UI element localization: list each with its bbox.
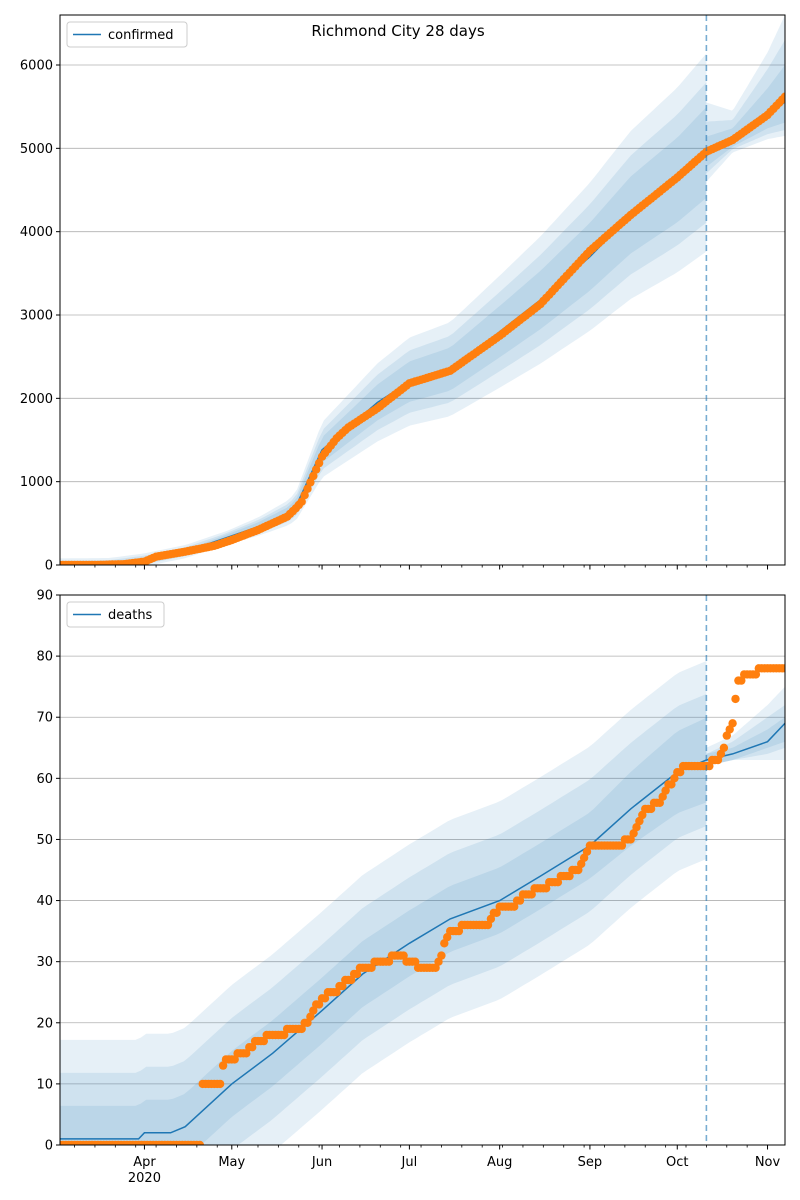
axes-frame	[59, 14, 786, 566]
figure-title: Richmond City 28 days	[311, 22, 485, 40]
y-tick-label: 5000	[20, 142, 53, 157]
y-tick-label: 0	[45, 559, 53, 574]
y-tick-label: 10	[36, 1077, 53, 1092]
y-tick-label: 0	[45, 1139, 53, 1154]
y-tick-label: 3000	[20, 309, 53, 324]
x-tick-label: Jul	[401, 1155, 418, 1170]
y-tick-label: 70	[36, 711, 53, 726]
y-tick-label: 4000	[20, 225, 53, 240]
x-tick-label: Nov	[755, 1155, 781, 1170]
observed-point	[306, 478, 315, 487]
y-tick-label: 1000	[20, 475, 53, 490]
y-tick-label: 90	[36, 589, 53, 604]
legend: confirmed	[66, 21, 188, 48]
confidence-band	[60, 661, 707, 1145]
y-tick-label: 20	[36, 1016, 53, 1031]
y-tick-label: 40	[36, 894, 53, 909]
legend-label: deaths	[108, 608, 153, 623]
confidence-band	[60, 53, 707, 565]
observed-point	[780, 664, 785, 673]
y-tick-label: 50	[36, 833, 53, 848]
observed-point	[728, 719, 737, 728]
model-line	[60, 759, 707, 1140]
observed-point	[312, 465, 321, 474]
observed-point	[719, 743, 729, 752]
axes-frame	[59, 594, 786, 1146]
legend-box	[66, 21, 188, 48]
observed-point	[300, 491, 309, 500]
y-tick-label: 30	[36, 955, 53, 970]
x-tick-label: Apr	[133, 1155, 156, 1170]
plot-area	[60, 661, 785, 1145]
legend-box	[66, 601, 165, 628]
x-tick-label: May	[218, 1155, 245, 1170]
deaths-panel: 0 10 20 30 40 50 60 70 80 90 Apr May Jun Jul Aug Sep Oct…	[36, 589, 786, 1186]
confirmed-panel: 0 1000 2000 3000 4000 5000 6000 confirmed	[20, 14, 786, 574]
x-tick-label: Sep	[578, 1155, 603, 1170]
observed-point	[303, 484, 312, 493]
plot-area	[60, 15, 785, 565]
x-tick-label: Jun	[311, 1155, 332, 1170]
observed-point	[314, 458, 324, 468]
x-year-label: 2020	[128, 1171, 161, 1186]
observed-point	[195, 1140, 204, 1145]
x-tick-label: Aug	[487, 1155, 512, 1170]
confidence-band	[60, 694, 707, 1145]
observed-point	[215, 1079, 225, 1089]
observed-point	[780, 92, 785, 101]
y-tick-label: 60	[36, 772, 53, 787]
y-tick-label: 2000	[20, 392, 53, 407]
confidence-band	[60, 82, 707, 565]
legend-label: confirmed	[108, 28, 174, 43]
confidence-band	[60, 717, 707, 1145]
observed-point	[297, 497, 306, 506]
legend: deaths	[66, 601, 165, 628]
x-tick-label: Oct	[666, 1155, 688, 1170]
forecast-band	[706, 717, 785, 767]
observed-point	[309, 471, 318, 481]
observed-point	[731, 694, 740, 704]
y-tick-label: 6000	[20, 59, 53, 74]
y-tick-label: 80	[36, 650, 53, 665]
observed-point	[437, 951, 446, 960]
